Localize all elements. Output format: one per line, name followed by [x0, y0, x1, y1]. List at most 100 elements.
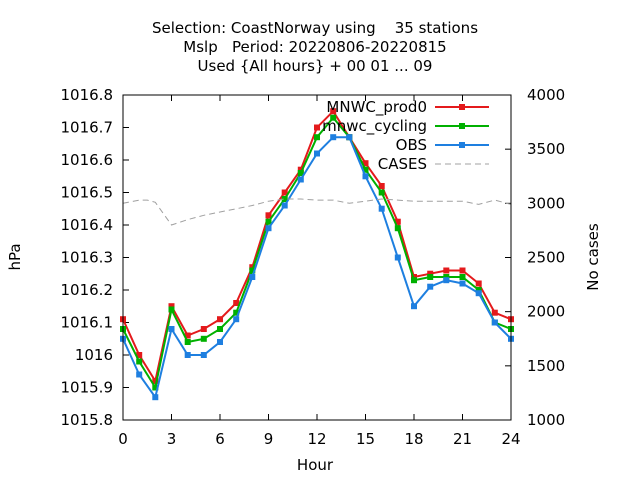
- legend-label: mnwc_cycling: [322, 117, 427, 136]
- data-point: [168, 326, 175, 332]
- data-point: [249, 274, 256, 280]
- data-point: [281, 202, 288, 209]
- data-point: [443, 267, 450, 274]
- title-line-3: Used {All hours} + 00 01 ... 09: [198, 57, 433, 75]
- data-point: [297, 166, 304, 173]
- data-point: [330, 134, 337, 141]
- data-point: [475, 287, 482, 293]
- y-tick-label: 1016.1: [61, 314, 114, 332]
- data-point: [217, 316, 223, 323]
- data-point: [346, 134, 353, 141]
- data-point: [200, 335, 207, 342]
- data-point: [249, 267, 256, 274]
- y2-tick-label: 4000: [527, 86, 565, 104]
- series-obs: [120, 134, 514, 401]
- data-point: [314, 150, 320, 157]
- y2-tick-label: 3500: [527, 140, 565, 158]
- data-point: [217, 326, 223, 332]
- data-point: [314, 134, 320, 141]
- x-tick-label: 3: [167, 430, 177, 448]
- data-point: [281, 189, 288, 196]
- legend-label: OBS: [396, 136, 427, 154]
- legend-item-mnwc-prod0: MNWC_prod0: [326, 98, 489, 117]
- x-tick-label: 21: [453, 430, 472, 448]
- data-point: [217, 339, 223, 345]
- data-point: [362, 166, 369, 173]
- data-point: [427, 283, 434, 290]
- legend-item-obs: OBS: [396, 136, 489, 154]
- y-tick-label: 1016: [75, 346, 113, 364]
- data-point: [200, 326, 207, 332]
- data-point: [233, 309, 240, 316]
- data-point: [378, 189, 385, 196]
- legend-item-mnwc-cycling: mnwc_cycling: [322, 117, 489, 136]
- y2-tick-label: 1500: [527, 357, 565, 375]
- y-tick-label: 1015.9: [61, 379, 114, 397]
- data-point: [265, 212, 272, 219]
- data-point: [411, 277, 417, 284]
- data-point: [184, 339, 191, 345]
- data-point: [233, 316, 240, 323]
- data-point: [314, 124, 320, 131]
- legend-marker: [459, 142, 465, 148]
- legend-marker: [459, 123, 465, 129]
- data-point: [427, 274, 434, 280]
- data-point: [152, 384, 159, 391]
- data-point: [297, 176, 304, 183]
- plot-frame: [122, 94, 512, 421]
- y-axis-label: hPa: [6, 243, 24, 270]
- chart-title: Selection: CoastNorway using 35 stations…: [152, 19, 478, 75]
- data-point: [136, 352, 143, 358]
- data-point: [459, 267, 466, 274]
- data-point: [233, 300, 240, 306]
- data-point: [378, 205, 385, 212]
- data-point: [249, 264, 256, 271]
- series-layer: [120, 108, 514, 401]
- x-tick-label: 24: [501, 430, 520, 448]
- x-tick-label: 18: [404, 430, 423, 448]
- data-point: [152, 394, 159, 401]
- data-point: [459, 274, 466, 280]
- data-point: [168, 306, 175, 313]
- data-point: [136, 358, 143, 365]
- data-point: [475, 280, 482, 287]
- data-point: [475, 290, 482, 297]
- x-tick-label: 15: [356, 430, 375, 448]
- data-point: [281, 196, 288, 202]
- data-point: [265, 218, 272, 225]
- series-line-cases: [122, 198, 512, 226]
- data-point: [297, 170, 304, 176]
- y2-tick-label: 1000: [527, 411, 565, 429]
- data-point: [427, 270, 434, 277]
- data-point: [491, 319, 498, 326]
- axis-ticks: 0 3 6 9 12 15 18 21 24 1015.8 1015.9 1016 1016.1 1016…: [61, 86, 566, 448]
- legend-item-cases: CASES: [378, 155, 489, 173]
- y-tick-label: 1016.8: [61, 86, 114, 104]
- data-point: [459, 280, 466, 287]
- x-tick-label: 6: [215, 430, 225, 448]
- data-point: [491, 309, 498, 316]
- series-cases: [122, 198, 512, 226]
- data-point: [184, 352, 191, 358]
- data-point: [394, 254, 401, 261]
- y2-axis-label: No cases: [584, 223, 602, 291]
- x-tick-label: 9: [264, 430, 274, 448]
- data-point: [330, 108, 337, 115]
- y-tick-label: 1016.4: [61, 216, 114, 234]
- title-line-1: Selection: CoastNorway using 35 stations: [152, 19, 478, 37]
- y2-tick-label: 2500: [527, 249, 565, 267]
- data-point: [362, 173, 369, 180]
- x-axis-label: Hour: [297, 456, 334, 474]
- y-tick-label: 1016.2: [61, 281, 114, 299]
- y-tick-label: 1016.7: [61, 119, 114, 137]
- x-tick-label: 12: [307, 430, 326, 448]
- x-tick-label: 0: [118, 430, 128, 448]
- y2-tick-label: 3000: [527, 194, 565, 212]
- series-mnwc-cycling: [120, 114, 514, 391]
- title-line-2: Mslp Period: 20220806-20220815: [183, 38, 446, 56]
- y2-tick-label: 2000: [527, 303, 565, 321]
- series-line-obs: [122, 136, 512, 400]
- series-line-mnwc-cycling: [122, 116, 512, 391]
